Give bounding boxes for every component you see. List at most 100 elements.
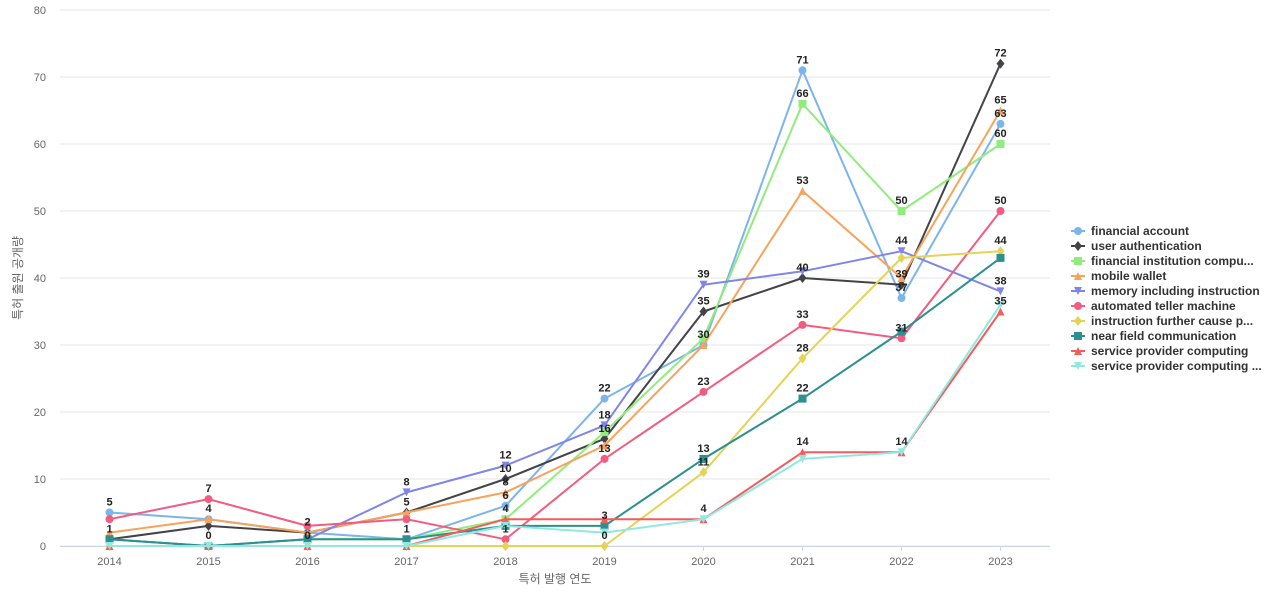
data-label: 3 <box>601 510 607 522</box>
legend-item-service-provider-computing: service provider computing <box>1071 344 1248 358</box>
data-label: 71 <box>796 54 808 66</box>
data-point <box>600 441 609 450</box>
data-label: 8 <box>502 476 508 488</box>
data-label: 0 <box>601 530 607 542</box>
data-point <box>402 515 411 524</box>
data-label: 13 <box>697 443 709 455</box>
data-point <box>897 207 906 215</box>
data-point <box>501 461 510 470</box>
legend-label: user authentication <box>1091 239 1202 253</box>
x-tick-label: 2014 <box>97 556 121 568</box>
x-tick-label: 2022 <box>889 556 913 568</box>
gridlines <box>60 9 1050 547</box>
data-label: 16 <box>598 423 610 435</box>
data-point <box>303 535 312 544</box>
data-point <box>897 252 906 263</box>
legend-item-user-authentication: user authentication <box>1071 239 1202 253</box>
series-line <box>108 62 1002 541</box>
data-point <box>798 273 807 283</box>
data-point <box>897 327 906 336</box>
legend-label: memory including instruction <box>1091 284 1260 298</box>
series-lines <box>105 58 1005 551</box>
legend-marker <box>1074 302 1082 310</box>
series-line <box>108 109 1002 534</box>
data-point <box>600 541 609 551</box>
y-tick-label: 50 <box>34 206 46 218</box>
data-label: 38 <box>994 275 1006 287</box>
data-label: 6 <box>502 490 508 502</box>
data-point <box>996 140 1005 148</box>
data-label: 35 <box>994 296 1006 308</box>
legend-marker <box>1074 257 1082 265</box>
legend-marker <box>1074 227 1082 235</box>
data-point <box>798 99 807 108</box>
data-label: 11 <box>698 456 710 468</box>
data-point <box>897 294 906 303</box>
data-point <box>996 253 1005 262</box>
data-point <box>798 448 807 457</box>
data-point <box>897 448 906 457</box>
data-point <box>501 541 510 551</box>
legend-label: instruction further cause p... <box>1091 314 1253 328</box>
data-label: 8 <box>403 476 409 488</box>
data-label: 35 <box>697 296 709 308</box>
series-line <box>108 310 1002 547</box>
x-tick-label: 2023 <box>988 556 1012 568</box>
series-line <box>108 250 1002 547</box>
x-tick-label: 2018 <box>493 556 517 568</box>
series-mobile-wallet <box>105 106 1005 537</box>
data-point <box>303 521 312 530</box>
data-label: 33 <box>796 309 808 321</box>
data-label: 66 <box>796 88 808 100</box>
data-label: 14 <box>796 436 809 448</box>
y-tick-label: 0 <box>40 541 46 553</box>
data-label: 44 <box>895 235 908 247</box>
data-label: 2 <box>304 517 310 529</box>
data-point <box>501 535 510 544</box>
series-financial-account <box>105 66 1005 544</box>
data-point <box>600 528 609 537</box>
data-point <box>798 320 807 329</box>
legend-label: near field communication <box>1091 329 1236 343</box>
legend-marker <box>1074 316 1082 326</box>
data-point <box>897 279 906 290</box>
series-near-field-communication <box>105 253 1005 550</box>
y-axis-title: 특허 출원 공개량 <box>11 236 25 320</box>
data-point <box>501 521 510 530</box>
x-tick-label: 2017 <box>394 556 418 568</box>
data-point <box>996 300 1005 309</box>
legend-marker <box>1074 347 1082 355</box>
data-point <box>996 207 1005 215</box>
data-label: 18 <box>598 409 610 421</box>
data-point <box>699 387 708 396</box>
x-tick-label: 2020 <box>691 556 715 568</box>
x-axis-title: 특허 발행 연도 <box>519 571 592 586</box>
data-point <box>996 287 1005 296</box>
data-label: 22 <box>598 383 610 395</box>
legend-item-near-field-communication: near field communication <box>1071 329 1236 343</box>
data-label: 12 <box>499 450 511 462</box>
series-line <box>108 210 1002 541</box>
data-label: 1 <box>106 523 112 535</box>
data-point <box>699 334 708 343</box>
data-point <box>105 542 114 550</box>
x-tick-label: 2016 <box>295 556 319 568</box>
data-point <box>798 186 807 195</box>
series-line <box>108 256 1002 547</box>
data-point <box>303 528 312 537</box>
data-point <box>897 334 906 343</box>
series-service-provider-computing <box>105 300 1005 550</box>
y-tick-label: 40 <box>34 273 46 285</box>
data-point <box>699 280 708 289</box>
y-tick-label: 70 <box>34 72 46 84</box>
series-line <box>108 250 1002 547</box>
data-point <box>600 515 609 524</box>
data-point <box>798 353 807 364</box>
legend-label: service provider computing ... <box>1091 359 1262 373</box>
x-tick-label: 2015 <box>196 556 220 568</box>
legend-item-financial-account: financial account <box>1071 224 1189 238</box>
y-tick-label: 30 <box>34 340 46 352</box>
data-point <box>699 467 708 478</box>
